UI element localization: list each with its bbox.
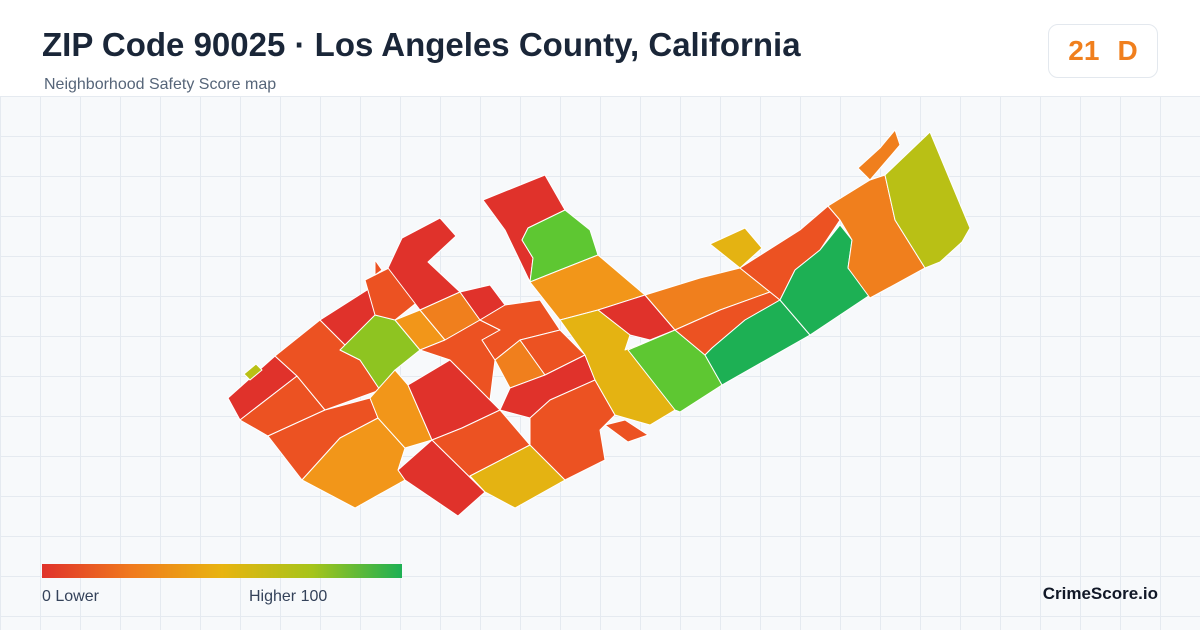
map-region[interactable] [884,131,971,269]
brand-logo[interactable]: CrimeScore.io [1042,584,1158,603]
map-region[interactable] [374,259,383,276]
map-region[interactable] [857,129,901,181]
legend-labels: 0 Lower Higher 100 [42,588,402,608]
map-region[interactable] [709,227,763,269]
legend: 0 Lower Higher 100 [42,564,402,608]
map-region[interactable] [604,419,649,443]
score-grade: D [1117,35,1138,66]
page-subtitle: Neighborhood Safety Score map [44,76,277,93]
map-region[interactable] [469,444,566,509]
page-title: ZIP Code 90025 · Los Angeles County, Cal… [42,26,801,63]
map-region[interactable] [397,439,486,517]
map-region[interactable] [827,174,926,299]
score-value: 21 [1068,35,1100,66]
map-region[interactable] [529,379,616,481]
zip-map [227,129,971,517]
legend-low-label: 0 Lower [42,588,99,605]
map-region[interactable] [243,363,263,381]
legend-gradient-bar [42,564,402,578]
score-badge: 21 D [1048,24,1158,78]
legend-high-label: Higher 100 [249,588,328,605]
map-region[interactable] [301,417,406,509]
header: ZIP Code 90025 · Los Angeles County, Cal… [0,0,1200,96]
